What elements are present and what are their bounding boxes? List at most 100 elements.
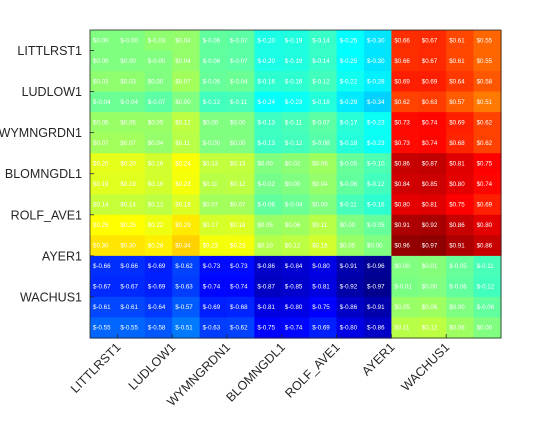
heatmap-cell [172,255,201,277]
cell-value-label: $-0.67 [120,284,138,291]
heatmap-cell [446,296,475,319]
cell-value-label: $-0.63 [175,284,193,291]
cell-value-label: $-0.51 [175,325,193,332]
heatmap-cell [336,317,365,339]
cell-value-label: $0.25 [93,222,109,229]
cell-value-label: $-0.80 [285,304,303,311]
heatmap-cell [309,132,338,154]
heatmap-cell [281,255,310,277]
cell-value-labels: $0.00 $-0.00 $-0.03 $0.04 $-0.06 $-0.07 $-0.20… [93,37,495,331]
heatmap-cell [336,255,365,277]
cell-value-label: $0.84 [394,181,410,188]
cell-value-label: $0.11 [312,222,328,229]
cell-value-label: $0.07 [203,202,219,209]
cell-value-label: $0.17 [203,222,219,229]
heatmap-cell [90,214,118,236]
heatmap-cell [391,30,420,52]
cell-value-label: $0.28 [148,243,164,250]
cell-value-label: $-0.12 [285,140,303,147]
heatmap-cell [199,276,228,298]
cell-value-label: $-0.14 [312,37,330,44]
x-tick-label: WACHUS1 [399,340,453,394]
cell-value-label: $0.00 [340,222,356,229]
heatmap-cell [199,214,228,236]
heatmap-cell [227,276,255,298]
cell-value-label: $-0.11 [285,119,303,126]
cell-value-label: $0.04 [175,58,191,65]
cell-value-label: $0.00 [257,160,273,167]
cell-value-label: $-0.91 [367,304,385,311]
heatmap-cell [364,173,392,195]
cell-value-label: $0.00 [312,202,328,209]
cell-value-label: $-0.11 [477,263,495,270]
cell-value-label: $0.61 [449,58,465,65]
heatmap-cell [364,255,392,277]
cell-value-label: $0.00 [422,284,438,291]
heatmap-cell [117,30,146,52]
heatmap-cell [117,50,146,72]
heatmap-cell [90,30,118,52]
cell-value-label: $0.20 [93,160,109,167]
cell-value-label: $0.00 [230,119,246,126]
cell-value-label: $-0.06 [340,181,358,188]
heatmap-cell [254,194,283,216]
y-tick-label: AYER1 [42,249,82,263]
heatmap-cell [473,276,502,298]
cell-value-label: $0.55 [477,37,493,44]
heatmap-cell [309,214,338,236]
cell-value-label: $0.14 [93,202,109,209]
cell-value-label: $0.74 [422,140,438,147]
cell-value-label: $-0.07 [312,119,330,126]
heatmap-cell [144,255,173,277]
y-tick-label: LITTLRST1 [17,44,82,58]
heatmap-cell [117,71,146,93]
x-tick-label: ROLF_AVE1 [282,340,342,400]
cell-value-label: $-0.75 [312,304,330,311]
cell-value-label: $-0.23 [285,99,303,106]
heatmap-cell [90,71,118,93]
cell-value-label: $0.00 [148,78,164,85]
heatmap-cell [117,255,146,277]
cell-value-label: $-0.69 [203,304,221,311]
cell-value-label: $0.12 [422,325,438,332]
heatmap-cell [144,153,173,175]
x-tick-label: LITTLRST1 [68,340,124,396]
heatmap-cell [418,30,447,52]
cell-value-label: $-0.63 [203,325,221,332]
cell-value-label: $0.11 [394,325,410,332]
heatmap-cell [281,276,310,298]
cell-value-label: $-0.73 [203,263,221,270]
cell-value-label: $0.22 [148,222,164,229]
heatmap-cell [391,317,420,339]
x-tick-label: AYER1 [359,340,397,378]
heatmap-cell [473,132,502,154]
heatmap-cell [391,173,420,195]
cell-value-label: $-0.55 [93,325,111,332]
cell-value-label: $0.01 [422,263,438,270]
heatmap-cell [309,317,338,339]
cell-value-label: $-0.19 [285,58,303,65]
cell-value-label: $0.10 [257,243,273,250]
cell-value-label: $0.05 [148,119,164,126]
cell-value-label: $-0.16 [285,78,303,85]
heatmap-cell [309,112,338,134]
heatmap-cell [309,276,338,298]
cell-value-label: $-0.61 [120,304,138,311]
x-tick-label: BLOMNGDL1 [223,340,287,404]
heatmap-cell [227,214,255,236]
cell-value-label: $0.02 [285,160,301,167]
cell-value-label: $-0.69 [148,263,166,270]
cell-value-label: $-0.00 [120,37,138,44]
heatmap-cell [391,194,420,216]
cell-value-label: $-0.00 [203,140,221,147]
heatmap-cell [473,91,502,113]
heatmap-cell [90,235,118,257]
heatmap-cell [117,112,146,134]
cell-value-label: $0.87 [422,160,438,167]
heatmap-cell [281,91,310,113]
cell-value-label: $0.30 [93,243,109,250]
cell-value-label: $0.00 [230,140,246,147]
heatmap-cell [199,317,228,339]
cell-value-label: $-0.18 [312,99,330,106]
cell-value-label: $0.07 [230,202,246,209]
